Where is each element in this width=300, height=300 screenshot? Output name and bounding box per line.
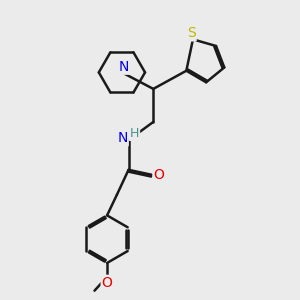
Text: N: N	[118, 60, 129, 74]
Text: O: O	[154, 168, 164, 182]
Text: H: H	[130, 127, 139, 140]
Text: N: N	[117, 131, 128, 146]
Text: S: S	[187, 26, 196, 40]
Text: O: O	[102, 276, 112, 290]
